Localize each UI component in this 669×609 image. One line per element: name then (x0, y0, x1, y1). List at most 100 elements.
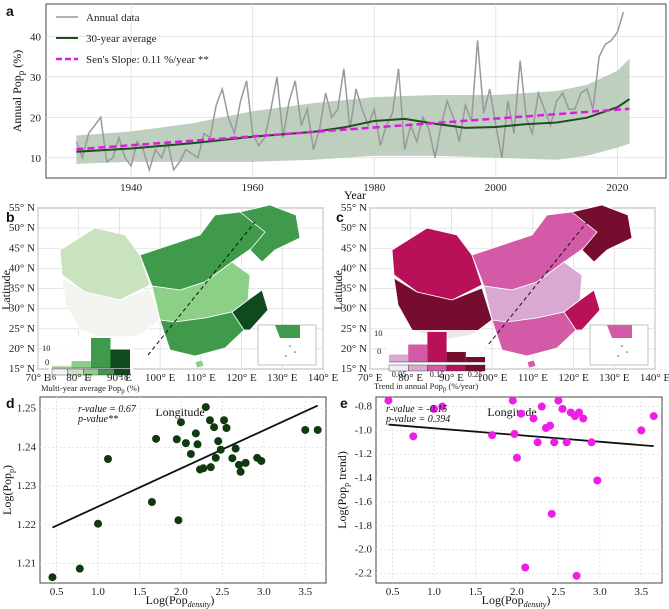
data-point (210, 423, 219, 432)
data-point (488, 431, 497, 440)
hist-bar (465, 357, 485, 362)
panel-b-map: b 10 0 16 17 18 Multi-year averag (0, 202, 338, 419)
x-tick: 0.5 (386, 586, 400, 598)
x-tick: 1.0 (91, 586, 105, 598)
panel-c-lon-ticks: 70° E 80° E 90° E 100° E 110° E 120° E 130° E 1… (358, 372, 669, 384)
data-point (220, 416, 229, 425)
y-tick: -2.0 (355, 544, 373, 556)
y-tick: 1.21 (17, 558, 36, 570)
region-east (563, 289, 601, 331)
data-point (231, 444, 240, 453)
legend-c: 10 0 0.05 0.15 0.25 Trend in annual Popp… (374, 328, 488, 393)
lon-tick: 70° E (358, 372, 383, 384)
lon-tick: 140° E (640, 372, 669, 384)
legend-b-title: Multi-year average Popp (%) (41, 383, 140, 395)
lon-tick: 80° E (66, 372, 91, 384)
x-tick: 2.0 (174, 586, 188, 598)
data-point (48, 573, 57, 582)
lon-tick: 100° E (145, 372, 176, 384)
lon-tick: 100° E (477, 372, 508, 384)
data-point (546, 421, 555, 430)
region-tibet (393, 277, 493, 341)
y-tick: -1.2 (355, 448, 372, 460)
lat-tick: 25° N (9, 323, 35, 335)
lon-tick: 120° E (558, 372, 589, 384)
lat-tick: 30° N (341, 303, 367, 315)
data-point (512, 453, 521, 462)
data-point (547, 509, 556, 518)
legend-b-tick-17: 17 (84, 372, 93, 382)
panel-b-ylabel: Latitude (0, 270, 13, 310)
x-tick: 0.5 (50, 586, 64, 598)
lat-tick: 40° N (9, 262, 35, 274)
data-point (579, 414, 588, 423)
panel-e-r-value: r-value = -0.15 (386, 404, 447, 415)
legend-c-tick-025: 0.25 (468, 369, 483, 379)
panel-d-frame (39, 396, 327, 584)
x-tick: 2.5 (552, 586, 566, 598)
panel-c-ylabel: Latitude (331, 270, 345, 310)
legend-c-colorbar (388, 364, 486, 372)
panel-e-p-value: p-value = 0.394 (385, 414, 450, 425)
y-tick: 1.23 (17, 480, 37, 492)
panel-d-xlabel: Log(Popdensity) (146, 593, 215, 609)
lat-tick: 15° N (341, 363, 367, 375)
lat-tick: 40° N (341, 262, 367, 274)
legend-c-hist-tick-0: 0 (377, 346, 381, 356)
data-point (508, 396, 517, 405)
data-point (75, 564, 84, 573)
panel-a-xlabel: Year (344, 188, 366, 202)
china-map-b (59, 204, 301, 369)
panel-a-ylabel: Annual Popp (%) (10, 50, 26, 133)
panel-d-label: d (6, 395, 15, 411)
data-point (201, 403, 210, 412)
data-point (234, 460, 243, 469)
hist-bar (91, 338, 111, 368)
legend-b-hist-tick-0: 0 (45, 357, 49, 367)
data-point (241, 458, 250, 467)
panel-e-grid (376, 397, 662, 583)
y-tick-30: 30 (30, 72, 42, 84)
y-tick: -1.0 (355, 424, 373, 436)
legend-annual-label: Annual data (86, 12, 140, 24)
panel-b-label: b (6, 209, 15, 225)
panel-e-frame (375, 396, 663, 584)
data-point (228, 454, 237, 463)
lat-tick: 55° N (9, 202, 35, 214)
data-point (152, 434, 161, 443)
data-point (174, 516, 183, 525)
colorbar-segment (114, 368, 131, 376)
panel-e-ticks: 0.5 1.0 1.5 2.0 2.5 3.0 3.5 -0.8 -1.0 -1.2 -1.4 -1.… (355, 401, 649, 598)
panel-c-map: c 10 0 0.05 0.15 0.25 Trend in an (331, 202, 669, 419)
data-point (257, 456, 266, 465)
data-point (637, 426, 646, 435)
y-tick: 1.24 (17, 441, 37, 453)
lat-tick: 20° N (9, 343, 35, 355)
legend-b: 10 0 16 17 18 Multi-year average Popp (%… (41, 336, 140, 395)
y-tick-40: 40 (30, 31, 42, 43)
data-point (301, 425, 310, 434)
data-point (216, 445, 225, 454)
hist-bar (52, 365, 72, 368)
hist-bar (71, 361, 91, 368)
x-tick: 3.0 (257, 586, 271, 598)
legend-c-tick-015: 0.15 (430, 369, 445, 379)
y-tick-20: 20 (30, 112, 42, 124)
colorbar-segment (408, 364, 428, 372)
y-tick: 1.22 (17, 519, 36, 531)
region-hainan (194, 359, 205, 369)
hu-line-c (479, 221, 588, 356)
data-point (147, 498, 156, 507)
data-point (191, 429, 200, 438)
panel-b-lat-ticks: 55° N 50° N 45° N 40° N 35° N 30° N 25° N 20° N… (9, 202, 35, 375)
data-point (533, 438, 542, 447)
data-point (103, 455, 112, 463)
panel-d-ylabel: Log(Popp) (0, 465, 16, 515)
legend-c-histogram (386, 330, 488, 364)
data-point (205, 416, 214, 425)
panel-d-p-value: p-value** (77, 414, 118, 425)
x-tick-1960: 1960 (242, 182, 265, 194)
colorbar-segment (465, 364, 486, 372)
data-point (222, 424, 231, 432)
